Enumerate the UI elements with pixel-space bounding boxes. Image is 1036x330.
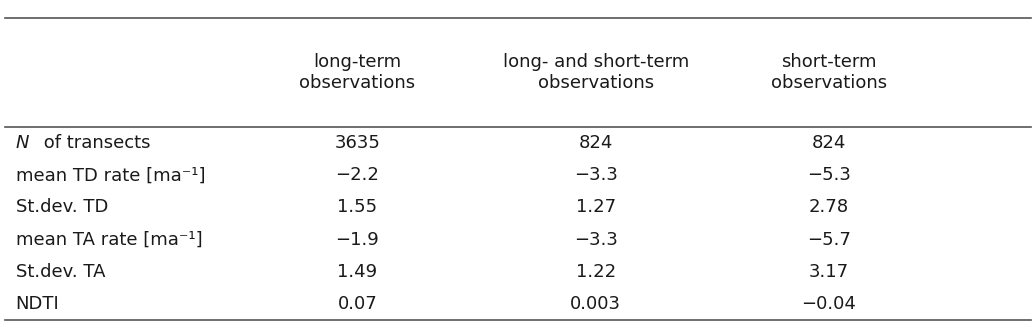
Text: N: N	[16, 134, 29, 152]
Text: 2.78: 2.78	[809, 198, 848, 216]
Text: of transects: of transects	[38, 134, 151, 152]
Text: −0.04: −0.04	[802, 295, 856, 313]
Text: 1.55: 1.55	[338, 198, 377, 216]
Text: −5.7: −5.7	[807, 231, 851, 249]
Text: 1.27: 1.27	[576, 198, 615, 216]
Text: St.dev. TA: St.dev. TA	[16, 263, 105, 281]
Text: −1.9: −1.9	[336, 231, 379, 249]
Text: St.dev. TD: St.dev. TD	[16, 198, 108, 216]
Text: −2.2: −2.2	[336, 166, 379, 184]
Text: 3635: 3635	[335, 134, 380, 152]
Text: 3.17: 3.17	[809, 263, 848, 281]
Text: short-term
observations: short-term observations	[771, 53, 887, 92]
Text: −3.3: −3.3	[574, 166, 617, 184]
Text: 824: 824	[578, 134, 613, 152]
Text: NDTI: NDTI	[16, 295, 59, 313]
Text: 1.49: 1.49	[338, 263, 377, 281]
Text: long-term
observations: long-term observations	[299, 53, 415, 92]
Text: mean TD rate [ma⁻¹]: mean TD rate [ma⁻¹]	[16, 166, 205, 184]
Text: −3.3: −3.3	[574, 231, 617, 249]
Text: −5.3: −5.3	[807, 166, 851, 184]
Text: 0.07: 0.07	[338, 295, 377, 313]
Text: 1.22: 1.22	[576, 263, 615, 281]
Text: mean TA rate [ma⁻¹]: mean TA rate [ma⁻¹]	[16, 231, 202, 249]
Text: 824: 824	[811, 134, 846, 152]
Text: long- and short-term
observations: long- and short-term observations	[502, 53, 689, 92]
Text: 0.003: 0.003	[570, 295, 622, 313]
